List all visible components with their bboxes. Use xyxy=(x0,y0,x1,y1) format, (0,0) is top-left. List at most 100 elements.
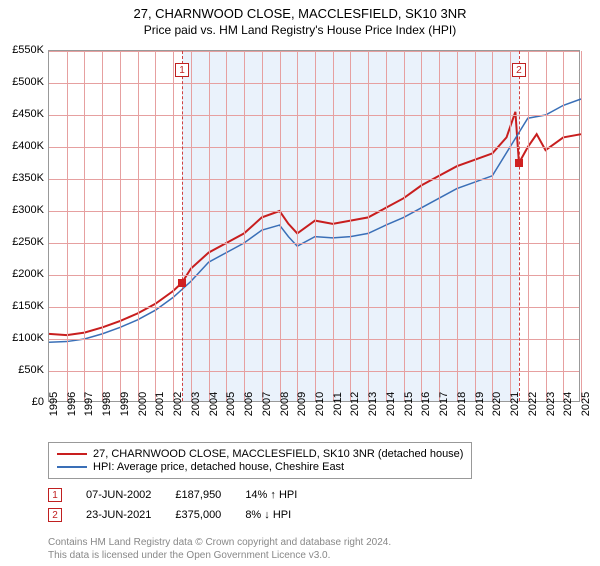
gridline-v xyxy=(333,51,334,401)
gridline-h xyxy=(49,275,579,276)
xtick-label: 2004 xyxy=(208,392,220,416)
gridline-v xyxy=(173,51,174,401)
gridline-h xyxy=(49,83,579,84)
event-price: £375,000 xyxy=(175,509,221,521)
gridline-v xyxy=(191,51,192,401)
gridline-v xyxy=(563,51,564,401)
legend-item-property: 27, CHARNWOOD CLOSE, MACCLESFIELD, SK10 … xyxy=(57,448,463,460)
xtick-label: 2005 xyxy=(225,392,237,416)
gridline-h xyxy=(49,243,579,244)
gridline-v xyxy=(155,51,156,401)
event-date: 07-JUN-2002 xyxy=(86,489,151,501)
legend-label: 27, CHARNWOOD CLOSE, MACCLESFIELD, SK10 … xyxy=(93,448,463,460)
ytick-label: £200K xyxy=(12,268,44,280)
chart-marker-point xyxy=(178,279,186,287)
footer-attribution: Contains HM Land Registry data © Crown c… xyxy=(48,536,391,562)
gridline-v xyxy=(297,51,298,401)
ytick-label: £250K xyxy=(12,236,44,248)
xtick-label: 2007 xyxy=(261,392,273,416)
ytick-label: £150K xyxy=(12,300,44,312)
xtick-label: 2010 xyxy=(314,392,326,416)
xtick-label: 2011 xyxy=(332,392,344,416)
xtick-label: 2020 xyxy=(491,392,503,416)
ytick-label: £350K xyxy=(12,172,44,184)
gridline-v xyxy=(120,51,121,401)
gridline-v xyxy=(67,51,68,401)
xtick-label: 2018 xyxy=(456,392,468,416)
chart-area: 12 1995199619971998199920002001200220032… xyxy=(48,50,580,402)
xtick-label: 2021 xyxy=(509,392,521,416)
gridline-h xyxy=(49,51,579,52)
gridline-v xyxy=(244,51,245,401)
xtick-label: 2024 xyxy=(562,392,574,416)
ytick-label: £0 xyxy=(32,396,44,408)
gridline-h xyxy=(49,147,579,148)
footer-line: Contains HM Land Registry data © Crown c… xyxy=(48,536,391,549)
gridline-h xyxy=(49,211,579,212)
ytick-label: £550K xyxy=(12,44,44,56)
xtick-label: 2009 xyxy=(296,392,308,416)
legend-swatch xyxy=(57,466,87,468)
event-row-1: 1 07-JUN-2002 £187,950 14% ↑ HPI xyxy=(48,488,297,502)
xtick-label: 2019 xyxy=(474,392,486,416)
event-price: £187,950 xyxy=(175,489,221,501)
xtick-label: 2023 xyxy=(545,392,557,416)
legend-swatch xyxy=(57,453,87,455)
xtick-label: 1997 xyxy=(83,392,95,416)
xtick-label: 2008 xyxy=(279,392,291,416)
gridline-v xyxy=(528,51,529,401)
gridline-v xyxy=(280,51,281,401)
event-delta: 14% ↑ HPI xyxy=(245,489,297,501)
chart-marker-box: 2 xyxy=(512,63,526,77)
plot-region: 12 xyxy=(48,50,580,402)
gridline-v xyxy=(492,51,493,401)
xtick-label: 1999 xyxy=(119,392,131,416)
gridline-v xyxy=(404,51,405,401)
xtick-label: 2014 xyxy=(385,392,397,416)
xtick-label: 2022 xyxy=(527,392,539,416)
gridline-h xyxy=(49,115,579,116)
chart-subtitle: Price paid vs. HM Land Registry's House … xyxy=(0,23,600,37)
xtick-label: 1996 xyxy=(66,392,78,416)
event-delta: 8% ↓ HPI xyxy=(245,509,291,521)
gridline-v xyxy=(439,51,440,401)
xtick-label: 1998 xyxy=(101,392,113,416)
xtick-label: 2013 xyxy=(367,392,379,416)
xtick-label: 2003 xyxy=(190,392,202,416)
gridline-v xyxy=(84,51,85,401)
gridline-h xyxy=(49,339,579,340)
gridline-v xyxy=(209,51,210,401)
gridline-v xyxy=(421,51,422,401)
event-row-2: 2 23-JUN-2021 £375,000 8% ↓ HPI xyxy=(48,508,291,522)
gridline-h xyxy=(49,307,579,308)
ytick-label: £50K xyxy=(18,364,44,376)
event-marker-icon: 2 xyxy=(48,508,62,522)
gridline-v xyxy=(102,51,103,401)
gridline-v xyxy=(262,51,263,401)
xtick-label: 2016 xyxy=(420,392,432,416)
event-date: 23-JUN-2021 xyxy=(86,509,151,521)
footer-line: This data is licensed under the Open Gov… xyxy=(48,549,391,562)
ytick-label: £500K xyxy=(12,76,44,88)
chart-marker-box: 1 xyxy=(175,63,189,77)
legend-item-hpi: HPI: Average price, detached house, Ches… xyxy=(57,461,463,473)
ytick-label: £300K xyxy=(12,204,44,216)
gridline-v xyxy=(138,51,139,401)
legend: 27, CHARNWOOD CLOSE, MACCLESFIELD, SK10 … xyxy=(48,442,472,479)
gridline-v xyxy=(510,51,511,401)
ytick-label: £400K xyxy=(12,140,44,152)
event-vline xyxy=(182,51,183,401)
gridline-v xyxy=(315,51,316,401)
gridline-v xyxy=(581,51,582,401)
ytick-label: £100K xyxy=(12,332,44,344)
gridline-v xyxy=(368,51,369,401)
xtick-label: 2015 xyxy=(403,392,415,416)
gridline-h xyxy=(49,371,579,372)
xtick-label: 2025 xyxy=(580,392,592,416)
chart-marker-point xyxy=(515,159,523,167)
gridline-v xyxy=(226,51,227,401)
gridline-v xyxy=(457,51,458,401)
xtick-label: 2000 xyxy=(137,392,149,416)
gridline-v xyxy=(546,51,547,401)
event-marker-icon: 1 xyxy=(48,488,62,502)
